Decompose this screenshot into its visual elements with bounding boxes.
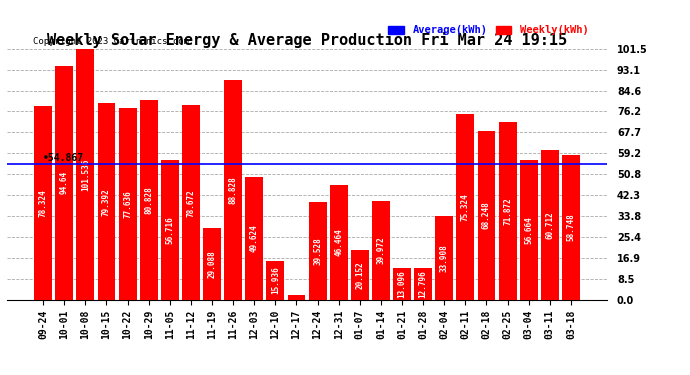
Text: 71.872: 71.872	[503, 197, 512, 225]
Bar	[562, 154, 580, 300]
Text: 77.636: 77.636	[123, 190, 132, 218]
Text: Copyright 2023 Cartronics.com: Copyright 2023 Cartronics.com	[32, 37, 188, 46]
Text: 39.972: 39.972	[377, 237, 386, 264]
Text: 39.528: 39.528	[313, 237, 322, 265]
Text: 88.828: 88.828	[228, 176, 237, 204]
Bar	[499, 122, 517, 300]
Bar	[541, 150, 559, 300]
Bar	[77, 49, 95, 300]
Text: 56.664: 56.664	[524, 216, 533, 244]
Bar	[372, 201, 390, 300]
Bar	[140, 100, 158, 300]
Bar	[477, 131, 495, 300]
Bar	[161, 160, 179, 300]
Text: 13.096: 13.096	[397, 270, 406, 298]
Text: 33.908: 33.908	[440, 244, 449, 272]
Text: 101.536: 101.536	[81, 158, 90, 190]
Bar	[351, 250, 368, 300]
Bar	[119, 108, 137, 300]
Bar	[393, 268, 411, 300]
Text: 56.716: 56.716	[166, 216, 175, 244]
Text: 75.324: 75.324	[461, 193, 470, 220]
Text: 94.64: 94.64	[60, 171, 69, 194]
Bar	[203, 228, 221, 300]
Text: 12.796: 12.796	[419, 270, 428, 298]
Bar	[224, 80, 242, 300]
Bar	[55, 66, 73, 300]
Title: Weekly Solar Energy & Average Production Fri Mar 24 19:15: Weekly Solar Energy & Average Production…	[47, 32, 567, 48]
Text: 78.324: 78.324	[39, 189, 48, 217]
Text: 49.624: 49.624	[250, 225, 259, 252]
Text: 78.672: 78.672	[186, 189, 195, 216]
Bar	[414, 268, 432, 300]
Bar	[288, 295, 306, 300]
Bar	[246, 177, 264, 300]
Text: 60.712: 60.712	[545, 211, 554, 239]
Text: 68.248: 68.248	[482, 202, 491, 229]
Bar	[266, 261, 284, 300]
Bar	[34, 106, 52, 300]
Text: 58.748: 58.748	[566, 213, 575, 241]
Text: 79.392: 79.392	[102, 188, 111, 216]
Bar	[330, 185, 348, 300]
Text: 46.464: 46.464	[334, 229, 343, 256]
Text: •54.867: •54.867	[43, 153, 84, 163]
Bar	[456, 114, 474, 300]
Text: 20.152: 20.152	[355, 261, 364, 289]
Bar	[308, 202, 326, 300]
Legend: Average(kWh), Weekly(kWh): Average(kWh), Weekly(kWh)	[384, 21, 593, 40]
Text: 80.828: 80.828	[144, 186, 153, 214]
Bar	[520, 160, 538, 300]
Text: 15.936: 15.936	[271, 266, 280, 294]
Bar	[182, 105, 200, 300]
Bar	[435, 216, 453, 300]
Text: 1.928: 1.928	[292, 268, 301, 291]
Text: 29.088: 29.088	[208, 250, 217, 278]
Bar	[97, 104, 115, 300]
